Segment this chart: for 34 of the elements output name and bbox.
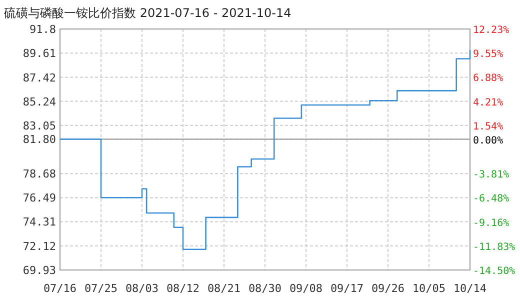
- x-tick-label: 09/26: [371, 282, 405, 295]
- y-tick-label: 89.61: [22, 47, 56, 60]
- y2-tick-label: 4.21%: [473, 97, 504, 108]
- y2-tick-label: -11.83%: [473, 242, 516, 253]
- y-tick-label: 74.31: [22, 216, 56, 229]
- y2-tick-label: 6.88%: [473, 73, 504, 84]
- x-tick-label: 07/16: [43, 282, 77, 295]
- y-tick-label: 87.42: [22, 71, 56, 84]
- x-tick-label: 08/30: [248, 282, 282, 295]
- y2-tick-label: 0.00%: [473, 135, 504, 146]
- x-tick-label: 10/14: [453, 282, 487, 295]
- y-tick-label: 69.93: [22, 264, 56, 277]
- y-tick-label: 81.80: [22, 133, 56, 146]
- y-tick-label: 91.8: [30, 23, 56, 36]
- chart-title: 硫磺与磷酸一铵比价指数 2021-07-16 - 2021-10-14: [4, 6, 292, 20]
- y2-tick-label: -9.16%: [473, 218, 510, 229]
- x-tick-label: 08/21: [207, 282, 241, 295]
- y2-tick-label: 1.54%: [473, 121, 504, 132]
- x-tick-label: 09/08: [289, 282, 323, 295]
- y2-tick-label: 9.55%: [473, 49, 504, 60]
- y-tick-label: 72.12: [22, 240, 56, 253]
- y-tick-label: 85.24: [22, 95, 56, 108]
- y2-tick-label: 12.23%: [473, 25, 510, 36]
- x-tick-label: 09/17: [330, 282, 364, 295]
- y-tick-label: 83.05: [22, 119, 56, 132]
- y-tick-label: 78.68: [22, 168, 56, 181]
- x-tick-label: 08/12: [166, 282, 200, 295]
- x-tick-label: 08/03: [125, 282, 159, 295]
- x-tick-label: 07/25: [84, 282, 118, 295]
- y2-tick-label: -6.48%: [473, 194, 510, 205]
- x-tick-label: 10/05: [412, 282, 446, 295]
- y-tick-label: 76.49: [22, 192, 56, 205]
- y2-tick-label: -14.50%: [473, 266, 516, 277]
- y2-tick-label: -3.81%: [473, 170, 510, 181]
